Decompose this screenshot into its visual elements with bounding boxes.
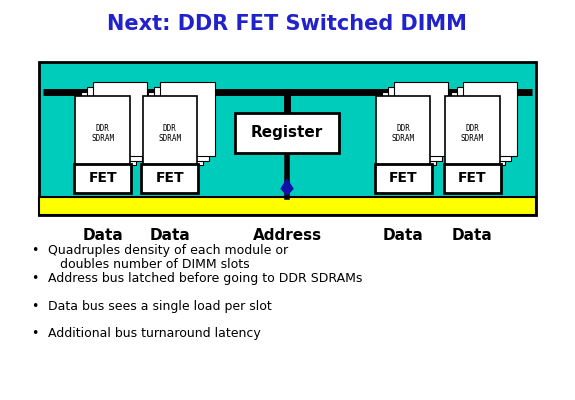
FancyBboxPatch shape [444,164,501,193]
Text: •: • [32,244,39,257]
FancyBboxPatch shape [75,96,130,170]
FancyBboxPatch shape [388,86,442,160]
FancyBboxPatch shape [148,92,203,166]
Text: Data: Data [150,228,190,243]
FancyBboxPatch shape [451,92,505,166]
Text: DDR
SDRAM: DDR SDRAM [392,124,415,143]
Text: DDR
SDRAM: DDR SDRAM [461,124,484,143]
Text: Address: Address [252,228,321,243]
FancyBboxPatch shape [235,113,339,153]
Text: Next: DDR FET Switched DIMM: Next: DDR FET Switched DIMM [107,14,467,34]
FancyBboxPatch shape [143,96,197,170]
Text: •: • [32,272,39,285]
Text: Data bus sees a single load per slot: Data bus sees a single load per slot [48,300,272,312]
FancyBboxPatch shape [74,164,131,193]
Polygon shape [281,179,293,195]
FancyBboxPatch shape [82,92,136,166]
Text: Additional bus turnaround latency: Additional bus turnaround latency [48,327,261,340]
Text: FET: FET [458,171,486,185]
FancyBboxPatch shape [463,82,518,156]
FancyBboxPatch shape [394,82,449,156]
FancyBboxPatch shape [160,82,214,156]
Text: •: • [32,327,39,340]
FancyBboxPatch shape [93,82,147,156]
FancyBboxPatch shape [445,96,500,170]
Text: Data: Data [383,228,424,243]
Text: Data: Data [82,228,123,243]
FancyBboxPatch shape [154,86,209,160]
FancyBboxPatch shape [457,86,511,160]
FancyBboxPatch shape [39,62,536,215]
Text: FET: FET [389,171,417,185]
FancyBboxPatch shape [39,197,536,215]
FancyBboxPatch shape [376,96,431,170]
Text: DDR
SDRAM: DDR SDRAM [91,124,114,143]
FancyBboxPatch shape [382,92,436,166]
FancyBboxPatch shape [141,164,198,193]
Text: Quadruples density of each module or: Quadruples density of each module or [48,244,289,257]
FancyBboxPatch shape [375,164,432,193]
Text: doubles number of DIMM slots: doubles number of DIMM slots [60,258,250,271]
Text: FET: FET [155,171,184,185]
FancyBboxPatch shape [87,86,141,160]
Text: •: • [32,300,39,312]
Text: Address bus latched before going to DDR SDRAMs: Address bus latched before going to DDR … [48,272,363,285]
Text: Register: Register [251,126,323,140]
Text: Data: Data [452,228,493,243]
Text: FET: FET [89,171,117,185]
Text: DDR
SDRAM: DDR SDRAM [158,124,181,143]
